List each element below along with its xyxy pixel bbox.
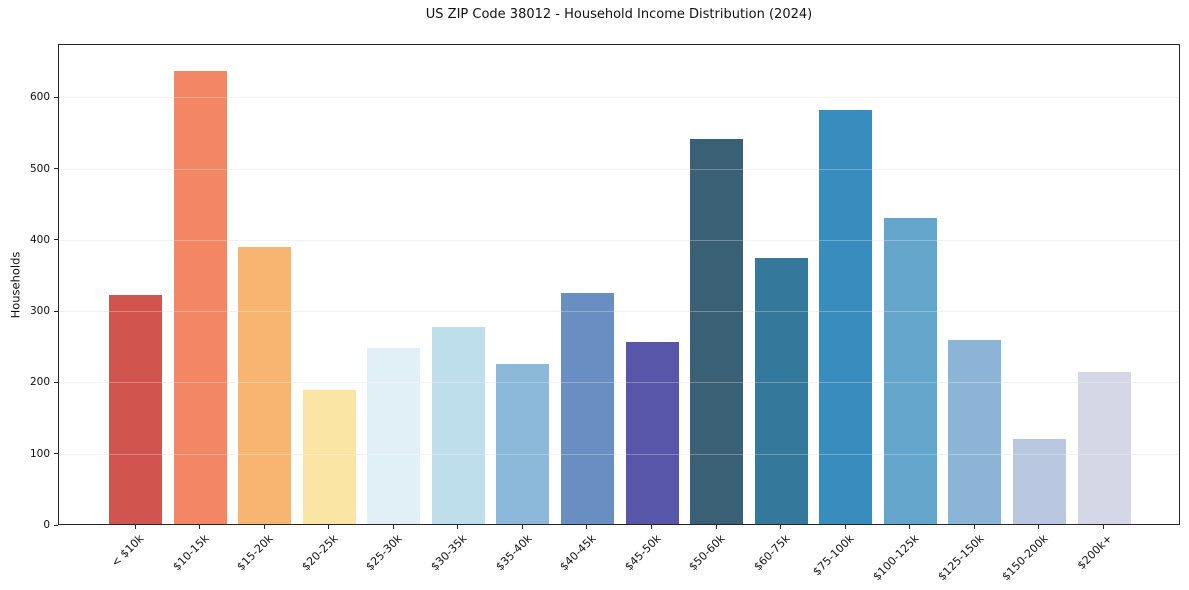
x-tick-label: $10-15k	[170, 532, 212, 574]
y-gridline	[59, 311, 1179, 313]
y-tick-mark	[54, 453, 58, 455]
x-tick-mark	[715, 525, 717, 529]
y-gridline	[59, 382, 1179, 384]
bar-45-50k	[625, 341, 679, 524]
bar-30-35k	[431, 326, 485, 524]
x-tick-label: $60-75k	[751, 532, 793, 574]
y-tick-label: 400	[29, 233, 50, 246]
x-tick-mark	[199, 525, 201, 529]
x-tick-mark	[392, 525, 394, 529]
y-gridline-overlay	[59, 311, 1179, 313]
y-tick-mark	[54, 168, 58, 170]
bar-125-150k	[948, 340, 1002, 524]
bar-20-25k	[302, 390, 356, 524]
x-tick-label: $30-35k	[428, 532, 470, 574]
x-tick-label: $35-40k	[492, 532, 535, 574]
y-gridline-overlay	[59, 453, 1179, 455]
bar-60-75k	[754, 258, 808, 524]
y-tick-label: 300	[29, 305, 50, 318]
x-tick-mark	[909, 525, 911, 529]
y-tick-mark	[54, 310, 58, 312]
y-tick-label: 600	[29, 91, 50, 104]
bar-150-200k	[1012, 438, 1066, 524]
x-tick-mark	[1038, 525, 1040, 529]
bar-15-20k	[238, 246, 292, 524]
y-tick-mark	[54, 96, 58, 98]
y-gridline-overlay	[59, 97, 1179, 99]
x-tick-label: $100-125k	[870, 532, 922, 584]
bar-75-100k	[819, 109, 873, 524]
bar-100-125k	[883, 217, 937, 524]
bar-40-45k	[560, 293, 614, 524]
bar-25-30k	[367, 348, 421, 524]
x-tick-label: $40-45k	[557, 532, 599, 574]
y-tick-mark	[54, 524, 58, 526]
y-tick-label: 100	[29, 447, 50, 460]
bar-10k	[109, 295, 162, 524]
x-tick-label: $75-100k	[810, 532, 857, 579]
y-tick-label: 500	[29, 162, 50, 175]
plot-area	[58, 44, 1180, 525]
x-tick-label: $50-60k	[686, 532, 728, 574]
y-gridline	[59, 239, 1179, 241]
x-tick-mark	[1103, 525, 1105, 529]
x-tick-mark	[134, 525, 136, 529]
x-tick-mark	[780, 525, 782, 529]
y-gridline	[59, 453, 1179, 455]
x-tick-mark	[844, 525, 846, 529]
bar-200k+	[1077, 372, 1131, 524]
x-tick-mark	[586, 525, 588, 529]
x-tick-label: $45-50k	[621, 532, 664, 574]
y-gridline-overlay	[59, 168, 1179, 170]
y-gridline-overlay	[59, 239, 1179, 241]
y-gridline	[59, 97, 1179, 99]
y-gridline	[59, 168, 1179, 170]
y-tick-label: 0	[43, 519, 50, 531]
x-tick-label: < $10k	[109, 532, 147, 570]
x-tick-label: $25-30k	[363, 532, 405, 574]
x-tick-mark	[328, 525, 330, 529]
x-tick-mark	[521, 525, 523, 529]
y-tick-mark	[54, 239, 58, 241]
x-tick-mark	[263, 525, 265, 529]
bar-35-40k	[496, 364, 550, 524]
x-tick-label: $150-200k	[999, 532, 1051, 584]
x-tick-mark	[651, 525, 653, 529]
y-tick-label: 200	[29, 376, 50, 389]
y-gridline-overlay	[59, 382, 1179, 384]
chart-title: US ZIP Code 38012 - Household Income Dis…	[425, 7, 813, 22]
x-tick-mark	[457, 525, 459, 529]
x-tick-mark	[973, 525, 975, 529]
x-tick-label: $125-150k	[934, 532, 987, 584]
bar-50-60k	[690, 139, 744, 524]
x-tick-label: $15-20k	[234, 532, 276, 574]
bar-10-15k	[173, 70, 227, 524]
y-tick-mark	[54, 381, 58, 383]
x-tick-label: $200k+	[1075, 532, 1116, 573]
x-tick-label: $20-25k	[299, 532, 341, 574]
